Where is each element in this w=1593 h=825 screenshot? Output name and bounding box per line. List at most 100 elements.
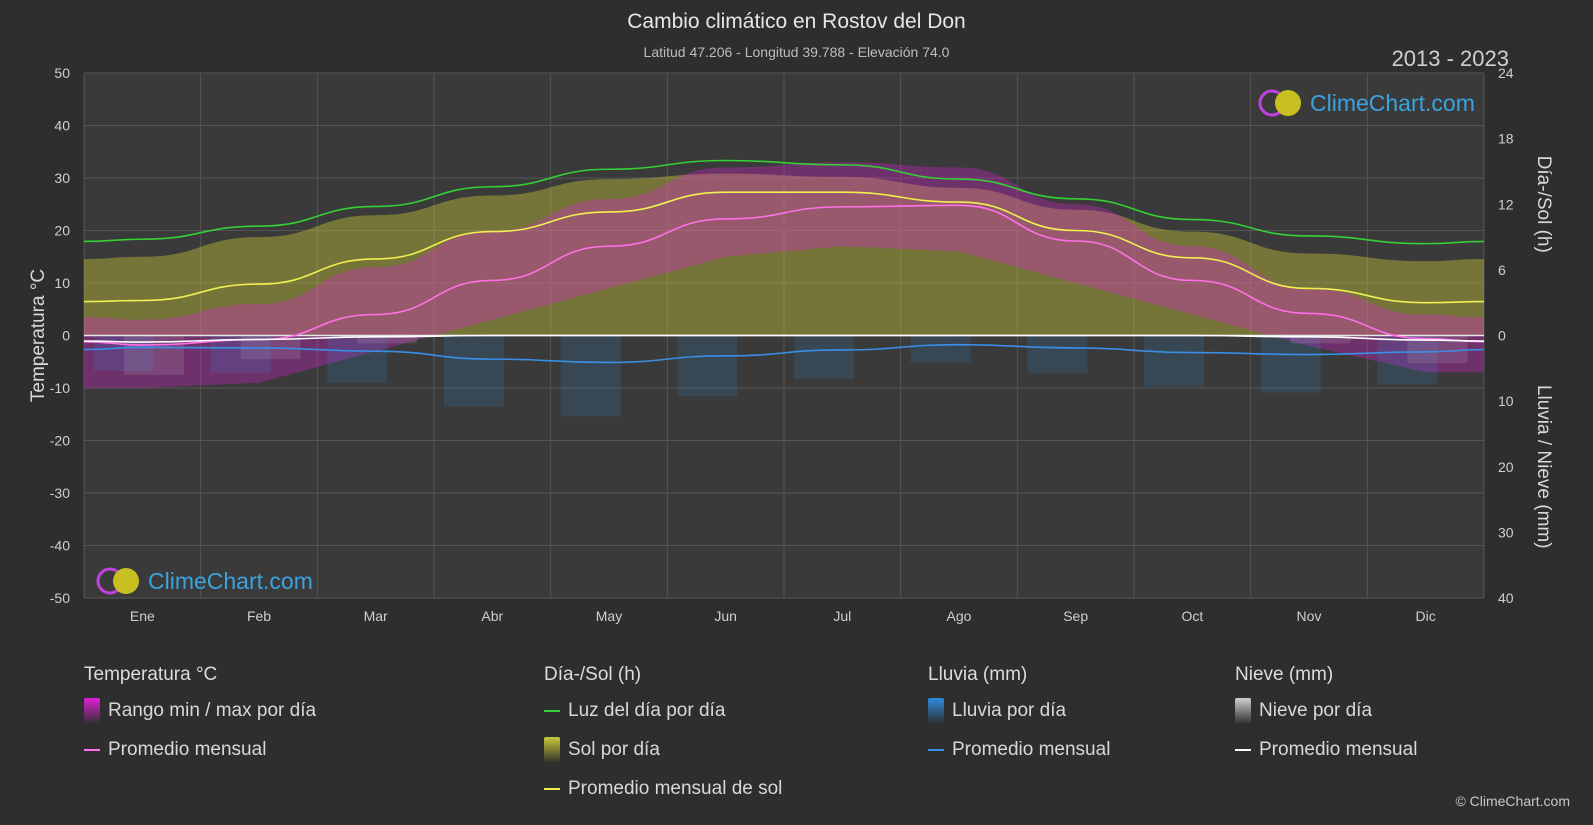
- logo-text: ClimeChart.com: [1310, 89, 1475, 116]
- y-right-top-tick-label: 0: [1498, 328, 1506, 344]
- legend-swatch: [928, 749, 944, 751]
- legend-swatch: [544, 788, 560, 790]
- x-tick-label: Abr: [481, 608, 503, 624]
- y-right-top-tick-label: 6: [1498, 262, 1506, 278]
- legend-group: Día-/Sol (h) Luz del día por día Sol por d…: [544, 664, 782, 815]
- y-left-tick-label: 30: [54, 170, 70, 186]
- rain-bar: [677, 335, 738, 397]
- y-right-top-tick-label: 18: [1498, 131, 1514, 147]
- legend-item[interactable]: Lluvia por día: [928, 698, 1110, 724]
- rain-bar: [794, 335, 854, 379]
- legend-label: Lluvia por día: [952, 700, 1067, 721]
- x-tick-label: Sep: [1063, 608, 1088, 624]
- legend-item[interactable]: Promedio mensual de sol: [544, 776, 782, 802]
- legend-label: Luz del día por día: [568, 700, 726, 721]
- legend-swatch: [544, 710, 560, 712]
- legend-swatch: [84, 749, 100, 751]
- copyright: © ClimeChart.com: [1455, 793, 1570, 809]
- y-left-tick-label: -40: [50, 538, 70, 554]
- x-tick-label: May: [596, 608, 622, 624]
- legend-swatch: [1235, 698, 1251, 724]
- y-right-bottom-tick-label: 40: [1498, 590, 1514, 606]
- legend-item[interactable]: Luz del día por día: [544, 698, 782, 724]
- legend-group: Temperatura °C Rango min / max por día Pro…: [84, 664, 316, 776]
- y-left-tick-label: -50: [50, 590, 70, 606]
- legend-swatch: [1235, 749, 1251, 751]
- y-right-top-tick-label: 24: [1498, 65, 1514, 81]
- legend-label: Promedio mensual de sol: [568, 778, 783, 799]
- y-left-tick-label: -30: [50, 485, 70, 501]
- logo-top[interactable]: ClimeChart.com: [1258, 88, 1475, 118]
- rain-bar: [1027, 335, 1088, 373]
- y-left-tick-label: 10: [54, 275, 70, 291]
- legend-label: Rango min / max por día: [108, 700, 317, 721]
- y-right-bottom-axis-title: Lluvia / Nieve (mm): [1533, 385, 1554, 549]
- legend-label: Nieve por día: [1259, 700, 1373, 721]
- legend-item[interactable]: Promedio mensual: [1235, 737, 1417, 763]
- snow-bar: [357, 335, 418, 344]
- legend-swatch: [544, 737, 560, 763]
- rain-bar: [327, 335, 388, 383]
- legend-item[interactable]: Promedio mensual: [928, 737, 1110, 763]
- chart-title: Cambio climático en Rostov del Don: [627, 10, 966, 33]
- legend-label: Promedio mensual: [1259, 739, 1418, 760]
- rain-bar: [1260, 335, 1321, 393]
- y-right-bottom-tick-label: 30: [1498, 524, 1514, 540]
- x-tick-label: Oct: [1181, 608, 1203, 624]
- y-right-top-tick-label: 12: [1498, 196, 1514, 212]
- x-tick-label: Dic: [1416, 608, 1436, 624]
- rain-bar: [910, 335, 971, 364]
- legend-group: Nieve (mm) Nieve por día Promedio mensual: [1235, 664, 1417, 776]
- legend-swatch: [928, 698, 944, 724]
- y-left-tick-label: -10: [50, 380, 70, 396]
- logo-icon: [1258, 89, 1301, 117]
- legend-swatch: [84, 698, 100, 724]
- legend-label: Sol por día: [568, 739, 660, 760]
- x-tick-label: Ago: [947, 608, 972, 624]
- legend-group: Lluvia (mm) Lluvia por día Promedio mensua…: [928, 664, 1110, 776]
- y-right-bottom-tick-label: 20: [1498, 459, 1514, 475]
- legend-group-title: Lluvia (mm): [928, 664, 1028, 685]
- y-left-tick-label: 50: [54, 65, 70, 81]
- logo-bottom[interactable]: ClimeChart.com: [96, 566, 313, 596]
- legend-group-title: Día-/Sol (h): [544, 664, 642, 685]
- snow-bar: [1290, 335, 1351, 344]
- y-right-bottom-tick-label: 10: [1498, 393, 1514, 409]
- rain-bar: [1144, 335, 1204, 387]
- rain-bar: [560, 335, 621, 417]
- legend-item[interactable]: Rango min / max por día: [84, 698, 316, 724]
- logo-text: ClimeChart.com: [148, 567, 313, 594]
- x-tick-label: Jul: [833, 608, 851, 624]
- chart-subtitle: Latitud 47.206 - Longitud 39.788 - Eleva…: [643, 44, 950, 60]
- legend-label: Promedio mensual: [952, 739, 1111, 760]
- y-left-tick-label: 40: [54, 118, 70, 134]
- x-tick-label: Feb: [247, 608, 271, 624]
- rain-bar: [444, 335, 504, 407]
- rain-bar: [1377, 335, 1438, 385]
- legend-item[interactable]: Sol por día: [544, 737, 782, 763]
- legend-label: Promedio mensual: [108, 739, 267, 760]
- x-tick-label: Jun: [714, 608, 737, 624]
- snow-avg-line: [83, 334, 1485, 343]
- x-tick-label: Nov: [1297, 608, 1322, 624]
- rain-bar: [210, 335, 271, 373]
- logo-icon: [96, 567, 139, 595]
- daylight-line: [83, 159, 1485, 245]
- y-left-tick-label: 20: [54, 223, 70, 239]
- x-tick-label: Ene: [130, 608, 155, 624]
- temperature-range-band: [84, 162, 1484, 388]
- year-range: 2013 - 2023: [1391, 46, 1509, 71]
- temperature-avg-line: [83, 204, 1485, 346]
- sunshine-avg-line: [83, 191, 1485, 304]
- legend-item[interactable]: Nieve por día: [1235, 698, 1417, 724]
- x-tick-label: Mar: [364, 608, 388, 624]
- y-left-axis-title: Temperatura °C: [28, 269, 49, 402]
- legend-item[interactable]: Promedio mensual: [84, 737, 316, 763]
- climate-chart: 50 40 30 20 10 0 -10 -20 -30 -40 -50 24 18 12 6 0 10 20 30…: [28, 65, 1554, 624]
- y-left-tick-label: 0: [62, 328, 70, 344]
- y-left-tick-label: -20: [50, 433, 70, 449]
- legend-group-title: Nieve (mm): [1235, 664, 1334, 685]
- sunshine-area: [84, 173, 1484, 336]
- legend-group-title: Temperatura °C: [84, 664, 218, 685]
- rain-avg-line: [83, 343, 1485, 364]
